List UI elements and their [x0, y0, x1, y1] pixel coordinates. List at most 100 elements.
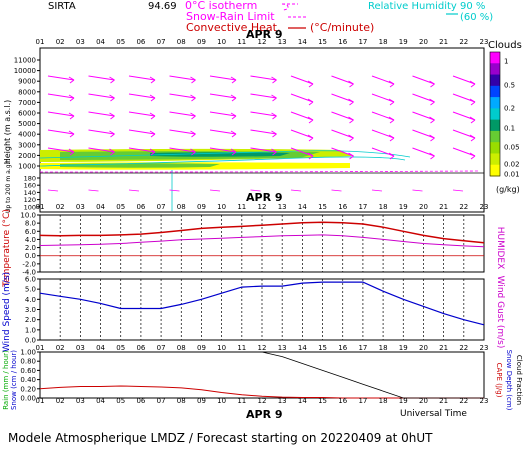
height-tick-label: 11000	[14, 57, 36, 65]
wind-arrow-shaft	[209, 111, 237, 117]
wind-arrow-shaft	[169, 147, 196, 153]
wind-arrow-head	[307, 80, 314, 88]
clouds-plot-frame	[39, 47, 485, 213]
legend-rh-90: 90 %	[460, 1, 485, 12]
wind-arrow-head	[307, 116, 314, 124]
hour-tick-label: 19	[399, 203, 408, 211]
hour-tick-label: 18	[379, 38, 388, 46]
hour-tick-label: 07	[157, 203, 166, 211]
hour-tick-label: 01	[36, 344, 45, 352]
hour-tick-label: 11	[237, 397, 246, 405]
colorbar-swatch	[490, 130, 500, 143]
colorbar-swatch	[490, 119, 500, 132]
wind-arrow-shaft	[250, 93, 277, 99]
wind-arrow-head	[388, 134, 395, 142]
wind-arrow-low	[452, 189, 464, 192]
wind-arrow-head	[469, 116, 476, 124]
wind-arrow-shaft	[412, 75, 435, 85]
hour-tick-label: 08	[177, 397, 186, 405]
hour-tick-label: 22	[459, 397, 468, 405]
wind-arrow-head	[271, 148, 277, 156]
wind-arrow-shaft	[290, 75, 314, 85]
hour-tick-label: 15	[318, 344, 327, 352]
y-tick-label: 0.40	[20, 376, 36, 384]
hour-tick-label: 03	[76, 397, 85, 405]
colorbar-tick-label: 1	[504, 58, 508, 66]
wind-arrow-shaft	[331, 147, 354, 157]
height-tick-label: 6000	[18, 110, 36, 118]
hour-tick-label: 13	[278, 344, 287, 352]
height-tick-label: 4000	[18, 131, 36, 139]
hour-tick-label: 12	[258, 397, 267, 405]
wind-arrow-head	[348, 116, 354, 124]
y-tick-label: 2.0	[25, 316, 36, 324]
wind-arrow-head	[348, 98, 354, 106]
wind-arrow-low	[169, 189, 180, 192]
colorbar-swatch	[490, 74, 500, 87]
wind-arrow-shaft	[209, 93, 237, 99]
hour-tick-label: 12	[258, 38, 267, 46]
y-tick-label: 8.0	[25, 220, 36, 228]
hour-tick-label: 22	[459, 203, 468, 211]
hour-tick-label: 16	[338, 38, 347, 46]
colorbar-unit: (g/kg)	[496, 185, 520, 194]
colorbar-tick-label: 0.01	[504, 171, 520, 179]
wind-gust-axis-label: Wind Gust (m/s)	[495, 276, 505, 349]
hour-tick-label: 10	[217, 203, 226, 211]
wind-arrow-head	[271, 94, 277, 102]
hour-tick-label: 10	[217, 344, 226, 352]
height-tick-label: 2000	[18, 152, 36, 160]
middle-hour-labels: 01 02 03 04 05 06 07 08 09 10 11 12 13 14 15 16 17 18 19 20…	[36, 203, 489, 211]
wind-arrow-head	[348, 134, 354, 142]
hour-tick-label: 17	[358, 203, 367, 211]
wind-arrow-low	[128, 189, 140, 192]
snow-depth-axis-label: Snow Depth (cm)	[505, 350, 513, 411]
wind-arrow-head	[149, 112, 156, 120]
top-date-label: APR 9	[246, 28, 283, 41]
hour-tick-label: 04	[96, 203, 105, 211]
colorbar-tick-label: 0.05	[504, 144, 520, 152]
hour-tick-label: 05	[116, 344, 125, 352]
wind-arrow-shaft	[169, 111, 196, 117]
colorbar-swatch	[490, 153, 500, 166]
wind-arrow-low	[209, 189, 221, 192]
hour-tick-label: 21	[439, 203, 448, 211]
isotherm-line	[39, 170, 481, 173]
wind-arrow-low	[47, 189, 59, 192]
wind-arrow-shaft	[331, 75, 354, 85]
lower-height-axis-label: Up to 200 m a.g.l.	[5, 159, 12, 213]
wind-arrow-shaft	[169, 129, 196, 135]
wind-arrow-shaft	[452, 147, 476, 157]
wind-arrow-head	[68, 94, 75, 102]
wind-arrow-shaft	[371, 111, 395, 121]
wind-arrow-shaft	[88, 147, 115, 153]
cloud-band-low-core	[60, 163, 220, 168]
legend-convective-unit: (°C/minute)	[310, 21, 374, 34]
hour-tick-label: 13	[278, 203, 287, 211]
hour-tick-label: 08	[177, 38, 186, 46]
hour-tick-label: 15	[318, 397, 327, 405]
hour-tick-label: 03	[76, 38, 85, 46]
wind-arrow-head	[429, 98, 435, 106]
hour-tick-label: 02	[56, 344, 65, 352]
hour-tick-label: 14	[298, 344, 307, 352]
wind-arrow-shaft	[331, 129, 354, 139]
y-tick-label: 10.0	[20, 212, 36, 220]
forecast-footer: Modele Atmospherique LMDZ / Forecast sta…	[8, 431, 433, 445]
legend-samples	[281, 3, 458, 29]
hour-tick-label: 23	[480, 397, 489, 405]
cape-axis-label: CAPE (J/g)	[495, 363, 503, 398]
wind-arrow-head	[230, 76, 237, 84]
wind-arrow-shaft	[169, 93, 196, 99]
hour-tick-label: 16	[338, 203, 347, 211]
hour-tick-label: 04	[96, 344, 105, 352]
temperature-axis-label: Temperature (°C)	[2, 209, 12, 288]
wind-arrow-head	[429, 80, 435, 88]
hour-tick-label: 13	[278, 38, 287, 46]
lower-height-tick-label: 160	[24, 182, 36, 190]
wind-arrow-head	[149, 130, 156, 138]
lower-hour-labels: 01 02 03 04 05 06 07 08 09 10 11 12 13 14 15 16 17 18 19 20…	[36, 344, 489, 352]
hour-tick-label: 01	[36, 203, 45, 211]
wind-arrow-head	[469, 98, 476, 106]
colorbar-swatch	[490, 164, 500, 177]
